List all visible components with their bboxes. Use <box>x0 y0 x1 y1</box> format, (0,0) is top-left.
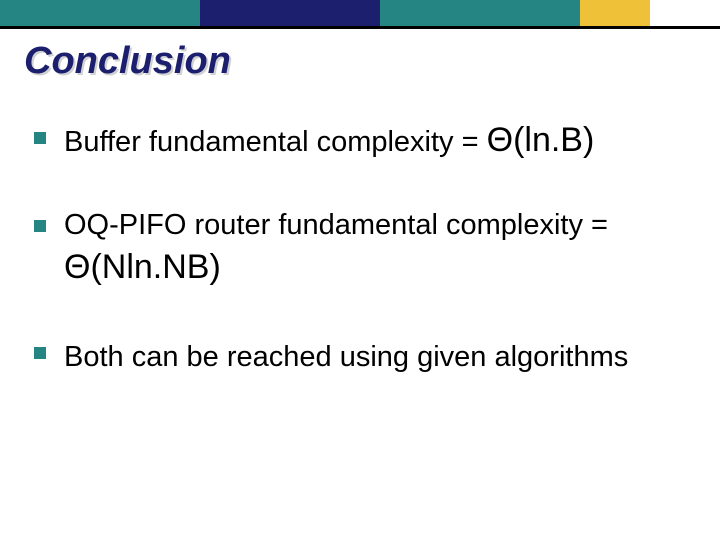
slide: Conclusion Buffer fundamental complexity… <box>0 0 720 540</box>
list-item: OQ-PIFO router fundamental complexity = … <box>34 206 700 291</box>
list-item-text: OQ-PIFO router fundamental complexity = … <box>64 206 700 291</box>
topbar <box>0 0 720 26</box>
page-title: Conclusion <box>24 40 231 83</box>
square-bullet-icon <box>34 220 46 232</box>
list-item-lead: OQ-PIFO router fundamental complexity = <box>64 209 608 241</box>
topbar-stripe-1 <box>0 0 200 26</box>
content-area: Buffer fundamental complexity = Θ(ln.B) … <box>34 118 700 421</box>
square-bullet-icon <box>34 132 46 144</box>
topbar-stripe-5 <box>650 0 720 26</box>
list-item-lead: Both can be reached using given algorith… <box>64 341 628 373</box>
topbar-stripe-2 <box>200 0 380 26</box>
list-item: Buffer fundamental complexity = Θ(ln.B) <box>34 118 700 164</box>
topbar-underline <box>0 26 720 29</box>
list-item: Both can be reached using given algorith… <box>34 333 700 379</box>
topbar-stripe-4 <box>580 0 650 26</box>
topbar-stripe-3 <box>380 0 580 26</box>
square-bullet-icon <box>34 347 46 359</box>
list-item-text: Both can be reached using given algorith… <box>64 333 700 379</box>
list-item-emph: Θ(Nln.NB) <box>64 248 221 286</box>
list-item-text: Buffer fundamental complexity = Θ(ln.B) <box>64 118 700 164</box>
list-item-emph: Θ(ln.B) <box>487 121 595 159</box>
list-item-lead: Buffer fundamental complexity = <box>64 126 487 158</box>
